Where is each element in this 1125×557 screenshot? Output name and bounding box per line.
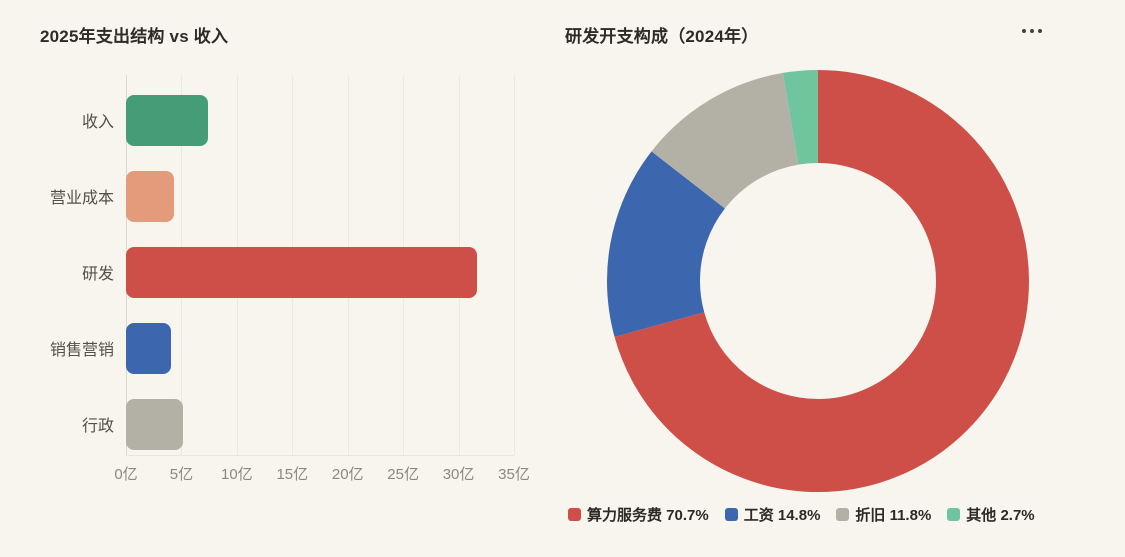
- x-tick-label: 0亿: [114, 466, 138, 483]
- legend-label: 折旧 11.8%: [855, 507, 932, 524]
- bar-row: [126, 82, 514, 158]
- donut-slice-other: [607, 70, 1029, 492]
- bar-row: [126, 386, 514, 462]
- bar-sales-marketing: [126, 322, 172, 374]
- x-tick-label: 5亿: [169, 466, 194, 483]
- category-label-admin: 行政: [81, 418, 114, 435]
- bar-row: [126, 158, 514, 234]
- donut-slice-salary: [607, 70, 1029, 492]
- legend-item-depreciation[interactable]: 折旧 11.8%: [836, 504, 931, 525]
- x-tick-label: 25亿: [387, 466, 419, 483]
- bar-chart-title: 2025年支出结构 vs 收入: [40, 27, 229, 46]
- bar-rows: [126, 75, 514, 455]
- legend-label: 算力服务费 70.7%: [587, 507, 709, 524]
- category-label-operating-cost: 营业成本: [49, 190, 114, 207]
- x-tick-label: 20亿: [331, 466, 364, 483]
- legend-item-salary[interactable]: 工资 14.8%: [724, 504, 821, 525]
- bar-plot-area: [126, 75, 515, 456]
- legend-label: 其他 2.7%: [966, 507, 1035, 524]
- category-label-revenue: 收入: [81, 114, 114, 131]
- category-label-rd: 研发: [81, 266, 114, 283]
- legend-swatch-icon: [568, 508, 581, 521]
- donut-chart: [607, 70, 1029, 492]
- x-axis-tick-labels: 0亿 5亿 10亿 15亿 20亿 25亿 30亿 35亿: [114, 463, 530, 483]
- bar-revenue: [126, 94, 209, 146]
- bar-row: [126, 310, 514, 386]
- legend-swatch-icon: [947, 508, 961, 521]
- x-tick-label: 10亿: [221, 466, 253, 483]
- x-tick-label: 35亿: [498, 466, 530, 483]
- bar-rd: [126, 246, 478, 298]
- donut-chart-title: 研发开支构成（2024年）: [565, 27, 759, 46]
- category-label-sales-marketing: 销售营销: [49, 342, 114, 359]
- x-tick-label: 15亿: [276, 466, 309, 483]
- legend-swatch-icon: [724, 508, 738, 521]
- more-options-button[interactable]: [1016, 24, 1048, 38]
- ellipsis-icon: [1022, 29, 1026, 33]
- gridline: [514, 75, 515, 455]
- legend-label: 工资 14.8%: [743, 507, 821, 524]
- legend-swatch-icon: [836, 508, 850, 521]
- x-tick-label: 30亿: [442, 466, 475, 483]
- bar-admin: [126, 398, 183, 450]
- legend-item-other[interactable]: 其他 2.7%: [947, 504, 1035, 525]
- donut-legend: 算力服务费 70.7% 工资 14.8% 折旧 11.8% 其他 2.7%: [568, 504, 1035, 525]
- ellipsis-icon: [1030, 29, 1034, 33]
- bar-category-labels: 收入营业成本研发销售营销行政: [0, 75, 114, 455]
- legend-item-compute-service-fee[interactable]: 算力服务费 70.7%: [568, 504, 709, 525]
- bar-operating-cost: [126, 170, 174, 222]
- bar-row: [126, 234, 514, 310]
- ellipsis-icon: [1038, 29, 1042, 33]
